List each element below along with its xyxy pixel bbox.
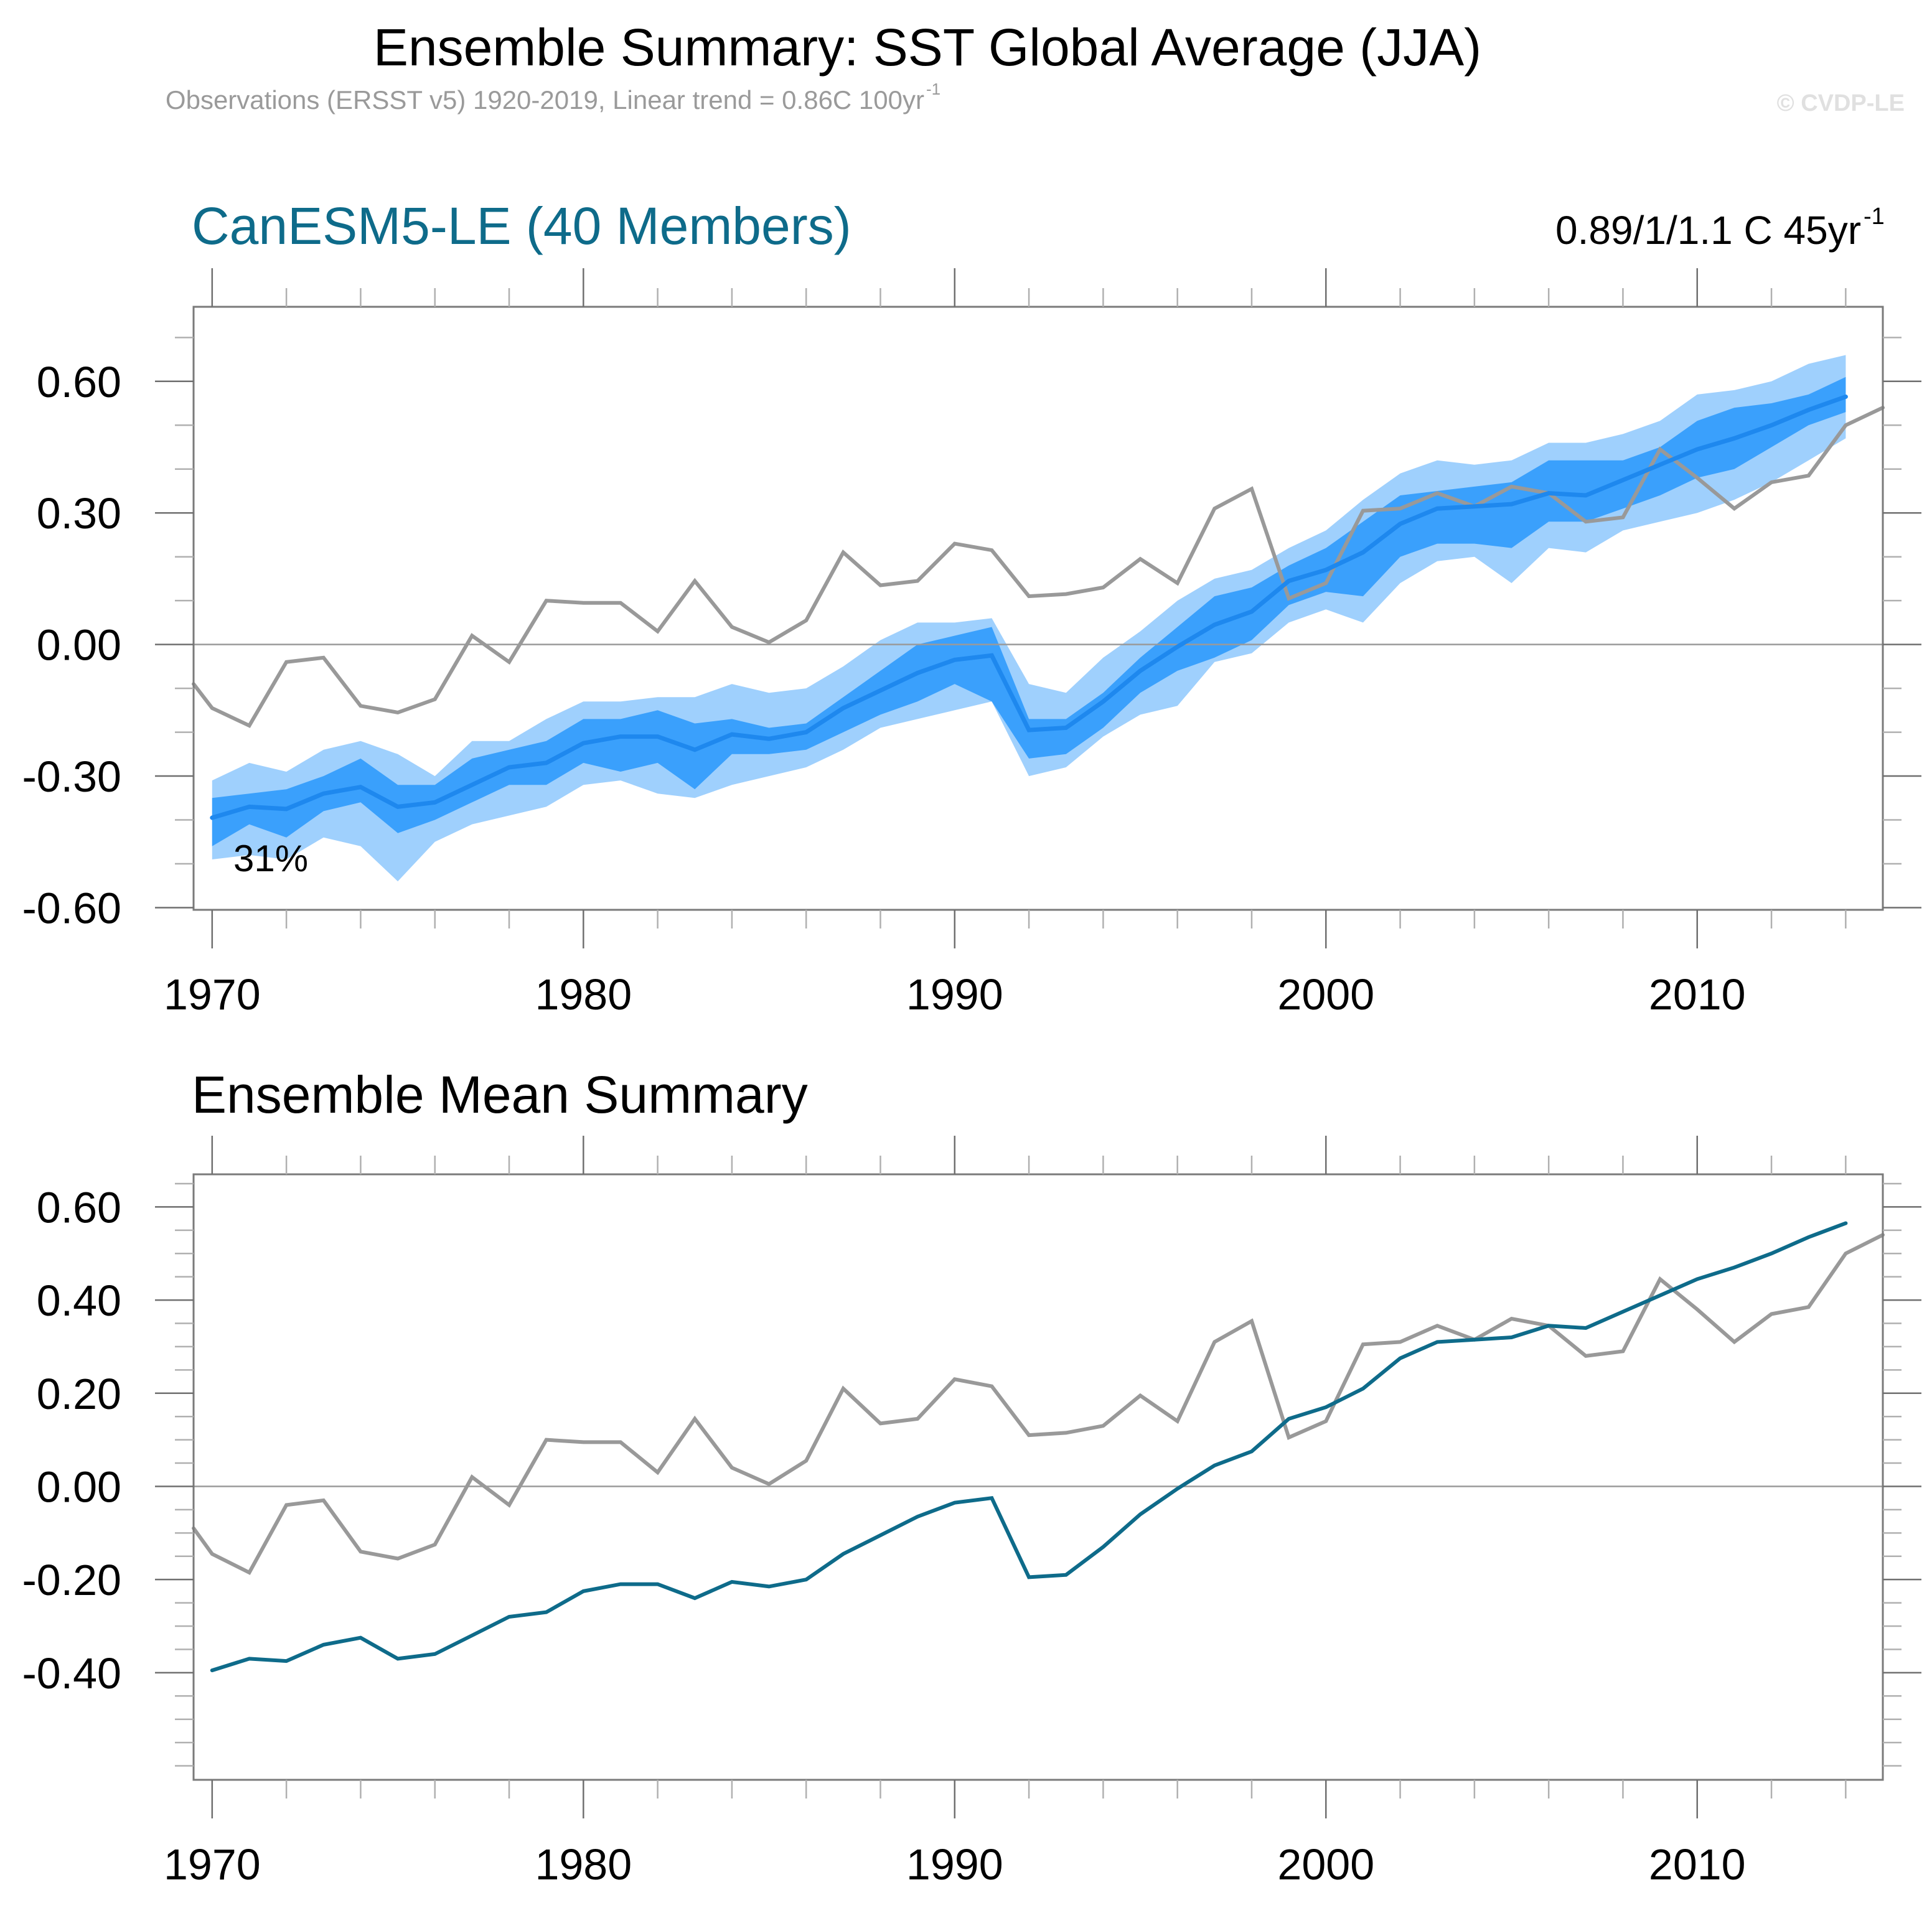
bottom-y-tick-label: 0.20 [37, 1370, 121, 1418]
top-frame [192, 306, 1884, 911]
top-panel-bands [212, 355, 1846, 882]
bottom-observations-line [192, 1233, 1885, 1575]
top-x-tick-label: 1990 [906, 970, 1003, 1019]
figure-subtitle: Observations (ERSST v5) 1920-2019, Linea… [166, 85, 924, 115]
figure-subtitle-superscript: -1 [926, 80, 940, 98]
bottom-x-tick-label: 2000 [1277, 1840, 1374, 1889]
bottom-panel-plot: 1970 1980 1990 2000 2010 -0.40 -0.20 0.00 0.20 0.… [22, 1136, 1921, 1889]
top-x-tick-label: 1980 [535, 970, 632, 1019]
top-y-tick-label: 0.30 [37, 489, 121, 538]
top-x-tick-label: 2000 [1277, 970, 1374, 1019]
top-panel-trend-superscript: -1 [1864, 203, 1885, 230]
top-y-tick-label: -0.30 [22, 752, 121, 801]
copyright-label: © CVDP-LE [1777, 90, 1905, 116]
top-x-tick-label: 2010 [1649, 970, 1746, 1019]
top-panel-trend: 0.89/1/1.1 C 45yr [1555, 208, 1861, 253]
top-panel-title: CanESM5-LE (40 Members) [192, 197, 851, 255]
top-panel-tick-labels: 1970 1980 1990 2000 2010 -0.60 -0.30 0.00 0.30 0.… [22, 358, 1745, 1019]
bottom-x-tick-label: 1980 [535, 1840, 632, 1889]
bottom-x-tick-label: 1990 [906, 1840, 1003, 1889]
top-panel-lines [192, 395, 1885, 820]
top-panel-plot: 1970 1980 1990 2000 2010 -0.60 -0.30 0.00 0.30 0.… [22, 268, 1921, 1019]
bottom-frame [192, 1173, 1884, 1781]
bottom-x-tick-label: 2010 [1649, 1840, 1746, 1889]
top-y-tick-label: 0.60 [37, 358, 121, 406]
top-x-tick-label: 1970 [164, 970, 261, 1019]
figure-title: Ensemble Summary: SST Global Average (JJ… [373, 18, 1481, 77]
bottom-panel-axes [155, 1136, 1921, 1818]
top-observations-line [192, 406, 1885, 728]
bottom-panel-lines [192, 1221, 1885, 1673]
bottom-y-tick-label: -0.40 [22, 1649, 121, 1698]
bottom-y-tick-label: 0.60 [37, 1183, 121, 1232]
top-y-tick-label: -0.60 [22, 884, 121, 932]
top-panel-axes [155, 268, 1921, 948]
bottom-panel-tick-labels: 1970 1980 1990 2000 2010 -0.40 -0.20 0.00 0.20 0.… [22, 1183, 1745, 1889]
bottom-x-tick-label: 1970 [164, 1840, 261, 1889]
top-y-tick-label: 0.00 [37, 621, 121, 670]
bottom-y-tick-label: 0.40 [37, 1276, 121, 1325]
bottom-ensemble-mean-line [210, 1221, 1848, 1673]
bottom-y-tick-label: -0.20 [22, 1556, 121, 1604]
top-ensemble-mean-line [210, 395, 1848, 820]
percent-annotation: 31% [233, 838, 308, 879]
bottom-y-tick-label: 0.00 [37, 1462, 121, 1511]
bottom-panel-title: Ensemble Mean Summary [192, 1065, 808, 1124]
